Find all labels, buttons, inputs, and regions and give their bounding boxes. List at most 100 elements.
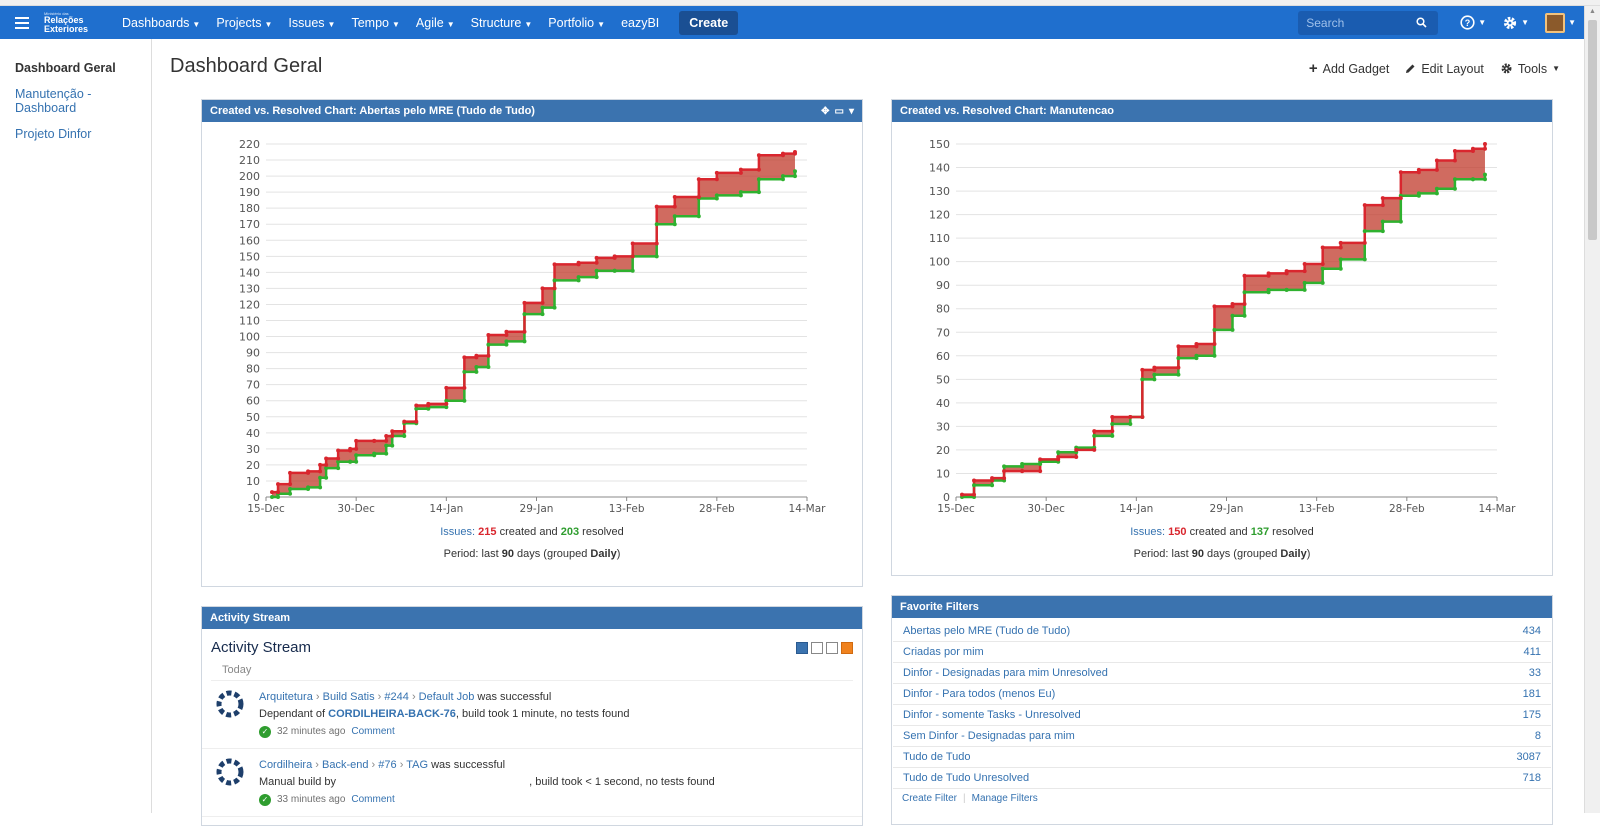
maximize-icon[interactable]: ▭ [834, 105, 844, 117]
caret-down-icon: ▼ [392, 19, 400, 29]
move-icon[interactable]: ✥ [821, 105, 830, 117]
nav-agile[interactable]: Agile ▼ [408, 16, 463, 30]
edit-layout-button[interactable]: Edit Layout [1405, 60, 1484, 77]
gadget-header[interactable]: Favorite Filters [892, 596, 1552, 618]
sidebar-item-projeto-dinfor[interactable]: Projeto Dinfor [15, 127, 92, 141]
created-point [738, 167, 743, 172]
filter-count[interactable]: 434 [1522, 625, 1541, 637]
filter-name[interactable]: Dinfor - somente Tasks - Unresolved [903, 709, 1081, 721]
profile-menu[interactable]: ▼ [1545, 12, 1576, 33]
resolved-point [1212, 327, 1217, 332]
nav-eazybi[interactable]: eazyBI [613, 16, 667, 30]
tools-menu-button[interactable]: Tools ▼ [1500, 60, 1560, 77]
help-menu[interactable]: ? ▼ [1460, 15, 1486, 30]
created-point [354, 446, 359, 451]
resolved-point [276, 495, 281, 499]
manage-filters-link[interactable]: Manage Filters [971, 793, 1038, 804]
resolved-point [1092, 433, 1097, 438]
list-view-icon[interactable] [811, 641, 823, 654]
gadget-header[interactable]: Created vs. Resolved Chart: Abertas pelo… [202, 100, 862, 122]
nav-projects[interactable]: Projects ▼ [208, 16, 280, 30]
scrollbar-thumb[interactable] [1588, 20, 1597, 240]
period-end: ) [616, 548, 621, 560]
crumb-link[interactable]: Cordilheira [259, 759, 313, 771]
filter-row[interactable]: Sem Dinfor - Designadas para mim 8 [893, 726, 1551, 747]
resolved-point [738, 190, 743, 195]
filter-count[interactable]: 718 [1522, 772, 1541, 784]
filter-row[interactable]: Dinfor - somente Tasks - Unresolved 175 [893, 705, 1551, 726]
crumb-link[interactable]: Back-end [322, 759, 369, 771]
filter-row[interactable]: Dinfor - Para todos (menos Eu) 181 [893, 684, 1551, 705]
scroll-up-icon[interactable]: ▲ [1589, 8, 1596, 15]
add-gadget-button[interactable]: + Add Gadget [1309, 60, 1389, 77]
gadget-header[interactable]: Created vs. Resolved Chart: Manutencao [892, 100, 1552, 122]
filter-count[interactable]: 33 [1528, 667, 1541, 679]
rss-icon[interactable] [841, 641, 853, 654]
filter-row[interactable]: Abertas pelo MRE (Tudo de Tudo) 434 [893, 621, 1551, 642]
filter-icon[interactable] [826, 641, 838, 654]
filter-count[interactable]: 175 [1522, 709, 1541, 721]
filter-count[interactable]: 3087 [1516, 751, 1541, 763]
created-point [738, 170, 743, 175]
y-tick-label: 60 [246, 395, 260, 408]
filter-name[interactable]: Criadas por mim [903, 646, 984, 658]
nav-issues[interactable]: Issues ▼ [280, 16, 343, 30]
filter-row[interactable]: Criadas por mim 411 [893, 642, 1551, 663]
filter-count[interactable]: 8 [1534, 730, 1541, 742]
create-filter-link[interactable]: Create Filter [902, 793, 958, 804]
search-box[interactable] [1298, 10, 1439, 35]
nav-portfolio[interactable]: Portfolio ▼ [540, 16, 613, 30]
filter-name[interactable]: Dinfor - Para todos (menos Eu) [903, 688, 1056, 700]
crumb-link[interactable]: TAG [406, 759, 429, 771]
filter-name[interactable]: Abertas pelo MRE (Tudo de Tudo) [903, 625, 1071, 637]
filter-name[interactable]: Tudo de Tudo Unresolved [903, 772, 1030, 784]
filter-count[interactable]: 181 [1522, 688, 1541, 700]
nav-structure[interactable]: Structure ▼ [463, 16, 541, 30]
crumb-link[interactable]: #76 [378, 759, 397, 771]
settings-menu[interactable]: ▼ [1502, 15, 1529, 31]
created-point [630, 254, 635, 259]
created-point [1140, 367, 1145, 372]
nav-label: eazyBI [621, 15, 660, 30]
nav-tempo[interactable]: Tempo ▼ [343, 16, 407, 30]
filter-name[interactable]: Dinfor - Designadas para mim Unresolved [903, 667, 1108, 679]
issues-link[interactable]: Issues: [440, 526, 476, 538]
y-tick-label: 120 [239, 298, 260, 311]
comment-link[interactable]: Comment [351, 794, 395, 805]
crumb-link[interactable]: Build Satis [322, 691, 375, 703]
search-input[interactable] [1306, 15, 1417, 30]
create-button[interactable]: Create [679, 10, 739, 35]
caret-down-icon: ▼ [1552, 64, 1560, 73]
comment-link[interactable]: Comment [351, 726, 395, 737]
filter-name[interactable]: Sem Dinfor - Designadas para mim [903, 730, 1075, 742]
nav-label: Agile [415, 15, 444, 30]
page-scrollbar[interactable]: ▲ [1584, 6, 1600, 813]
filter-row[interactable]: Tudo de Tudo 3087 [893, 747, 1551, 768]
gadget-header[interactable]: Activity Stream [202, 607, 862, 629]
app-switcher-button[interactable] [0, 16, 44, 29]
crumb-link[interactable]: Default Job [418, 691, 475, 703]
sidebar-item-dashboard-geral[interactable]: Dashboard Geral [15, 61, 116, 75]
created-point [390, 429, 395, 434]
search-icon[interactable] [1416, 17, 1427, 28]
resolved-point [372, 451, 377, 456]
issue-key-link[interactable]: CORDILHEIRA-BACK-76 [328, 708, 456, 720]
filter-row[interactable]: Tudo de Tudo Unresolved 718 [893, 768, 1551, 789]
sidebar-item-manutencao-dashboard[interactable]: Manutenção - Dashboard [15, 87, 92, 115]
created-point [1302, 262, 1307, 267]
filter-count[interactable]: 411 [1523, 646, 1541, 658]
created-point [630, 241, 635, 246]
gadget-menu-icon[interactable]: ▾ [848, 105, 854, 117]
site-logo[interactable]: Ministério das Relações Exteriores [44, 11, 106, 34]
issues-link[interactable]: Issues: [1130, 526, 1166, 538]
nav-dashboards[interactable]: Dashboards ▼ [114, 16, 208, 30]
filter-row[interactable]: Dinfor - Designadas para mim Unresolved 3… [893, 663, 1551, 684]
separator-icon: › [377, 691, 382, 703]
filter-name[interactable]: Tudo de Tudo [903, 751, 971, 763]
y-tick-label: 0 [943, 491, 950, 504]
created-point [1194, 342, 1199, 347]
crumb-link[interactable]: Arquitetura [259, 691, 313, 703]
crumb-link[interactable]: #244 [384, 691, 409, 703]
svg-text:?: ? [1465, 18, 1471, 28]
full-view-icon[interactable] [796, 641, 808, 654]
